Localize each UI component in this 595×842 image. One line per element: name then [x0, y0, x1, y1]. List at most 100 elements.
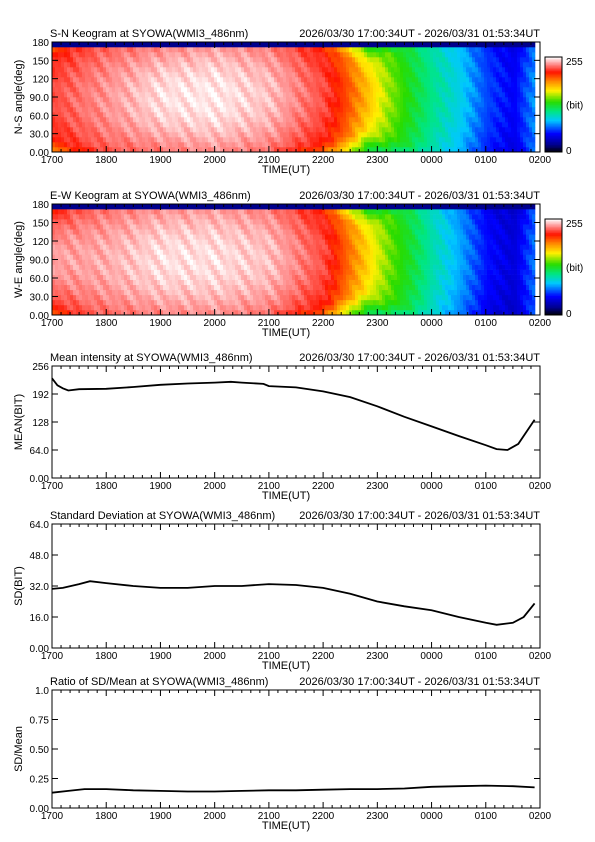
sn-keogram-y-tick-label: 150	[32, 56, 49, 67]
sd-mean-ratio-x-tick-label: 2200	[312, 811, 335, 822]
standard-deviation-title: Standard Deviation at SYOWA(WMI3_486nm)	[50, 510, 275, 522]
ew-keogram-x-tick-label: 2000	[204, 318, 227, 329]
mean-intensity-series-line	[51, 377, 536, 451]
mean-intensity-x-tick-label: 1900	[149, 481, 172, 492]
standard-deviation-panel: Standard Deviation at SYOWA(WMI3_486nm) 2…	[13, 510, 552, 672]
mean-intensity-x-tick-label: 1800	[95, 481, 118, 492]
sd-mean-ratio-panel: Ratio of SD/Mean at SYOWA(WMI3_486nm) 202…	[13, 676, 552, 832]
ew-keogram-colorbar-max: 255	[566, 219, 583, 230]
ew-keogram-title: E-W Keogram at SYOWA(WMI3_486nm)	[50, 190, 251, 202]
standard-deviation-x-tick-label: 2300	[366, 651, 389, 662]
sn-keogram-x-tick-label: 2300	[366, 155, 389, 166]
ew-keogram-x-tick-label: 2100	[258, 318, 281, 329]
sn-keogram-y-axis-label: N-S angle(deg)	[13, 60, 25, 135]
standard-deviation-x-tick-label: 1700	[41, 651, 64, 662]
standard-deviation-x-tick-label: 0200	[529, 651, 552, 662]
mean-intensity-y-tick-label: 0.00	[30, 474, 50, 485]
mean-intensity-y-tick-label: 192	[32, 390, 49, 401]
standard-deviation-y-axis-label: SD(BIT)	[13, 566, 25, 606]
standard-deviation-y-tick-label: 32.0	[30, 582, 50, 593]
sn-keogram-x-tick-label: 2100	[258, 155, 281, 166]
mean-intensity-x-tick-label: 1700	[41, 481, 64, 492]
sn-keogram-colorbar: 255 (bit) 0	[544, 56, 583, 157]
sd-mean-ratio-y-tick-label: 0.75	[30, 716, 50, 727]
ew-keogram-y-tick-label: 150	[32, 219, 49, 230]
sn-keogram-y-tick-label: 60.0	[30, 111, 50, 122]
standard-deviation-series-line	[51, 580, 536, 626]
sn-keogram-y-tick-label: 90.0	[30, 93, 50, 104]
sd-mean-ratio-x-tick-label: 0000	[420, 811, 443, 822]
mean-intensity-y-tick-label: 64.0	[30, 446, 50, 457]
sn-keogram-x-tick-label: 1800	[95, 155, 118, 166]
ew-keogram-x-tick-label: 2200	[312, 318, 335, 329]
sn-keogram-y-tick-label: 180	[32, 38, 49, 49]
mean-intensity-x-tick-label: 2200	[312, 481, 335, 492]
ew-keogram-x-tick-label: 0000	[420, 318, 443, 329]
sn-keogram-colorbar-min: 0	[566, 146, 572, 157]
mean-intensity-y-tick-label: 256	[32, 362, 49, 373]
mean-intensity-x-tick-label: 2300	[366, 481, 389, 492]
sd-mean-ratio-y-tick-label: 0.50	[30, 745, 50, 756]
ew-keogram-x-tick-label: 0100	[475, 318, 498, 329]
sd-mean-ratio-x-tick-label: 1900	[149, 811, 172, 822]
sd-mean-ratio-x-tick-label: 1800	[95, 811, 118, 822]
standard-deviation-x-tick-label: 0000	[420, 651, 443, 662]
sn-keogram-title: S-N Keogram at SYOWA(WMI3_486nm)	[50, 28, 248, 40]
sn-keogram-y-tick-label: 30.0	[30, 130, 50, 141]
standard-deviation-x-tick-label: 0100	[475, 651, 498, 662]
ew-keogram-x-tick-label: 1700	[41, 318, 64, 329]
sd-mean-ratio-x-tick-label: 0200	[529, 811, 552, 822]
ew-keogram-y-tick-label: 90.0	[30, 256, 50, 267]
sn-keogram-x-tick-label: 1900	[149, 155, 172, 166]
ew-keogram-y-tick-label: 120	[32, 237, 49, 248]
mean-intensity-frame	[51, 365, 541, 479]
ew-keogram-y-tick-label: 0.00	[30, 311, 50, 322]
sn-keogram-panel: S-N Keogram at SYOWA(WMI3_486nm) 2026/03/…	[13, 28, 583, 176]
standard-deviation-time-range: 2026/03/30 17:00:34UT - 2026/03/31 01:53…	[299, 510, 540, 522]
mean-intensity-x-tick-label: 0100	[475, 481, 498, 492]
ew-keogram-x-tick-label: 2300	[366, 318, 389, 329]
mean-intensity-x-tick-label: 0200	[529, 481, 552, 492]
sn-keogram-y-tick-label: 120	[32, 75, 49, 86]
ew-keogram-y-tick-label: 180	[32, 200, 49, 211]
ew-keogram-time-range: 2026/03/30 17:00:34UT - 2026/03/31 01:53…	[299, 190, 540, 202]
sd-mean-ratio-x-tick-label: 2100	[258, 811, 281, 822]
mean-intensity-y-axis-label: MEAN(BIT)	[13, 394, 25, 450]
ew-keogram-y-axis-label: W-E angle(deg)	[13, 221, 25, 298]
mean-intensity-x-tick-label: 2100	[258, 481, 281, 492]
mean-intensity-x-tick-label: 2000	[204, 481, 227, 492]
sd-mean-ratio-x-tick-label: 1700	[41, 811, 64, 822]
ew-keogram-colorbar: 255 (bit) 0	[544, 218, 583, 320]
sd-mean-ratio-x-tick-label: 0100	[475, 811, 498, 822]
mean-intensity-x-tick-label: 0000	[420, 481, 443, 492]
sd-mean-ratio-x-tick-label: 2000	[204, 811, 227, 822]
mean-intensity-x-axis-label: TIME(UT)	[262, 490, 310, 502]
standard-deviation-y-tick-label: 0.00	[30, 644, 50, 655]
sn-keogram-x-tick-label: 0000	[420, 155, 443, 166]
sn-keogram-x-tick-label: 1700	[41, 155, 64, 166]
mean-intensity-y-tick-label: 128	[32, 418, 49, 429]
mean-intensity-time-range: 2026/03/30 17:00:34UT - 2026/03/31 01:53…	[299, 352, 540, 364]
standard-deviation-x-tick-label: 1800	[95, 651, 118, 662]
sd-mean-ratio-x-axis-label: TIME(UT)	[262, 820, 310, 832]
sd-mean-ratio-x-tick-label: 2300	[366, 811, 389, 822]
ew-keogram-y-tick-label: 30.0	[30, 293, 50, 304]
ew-keogram-image	[52, 204, 536, 316]
standard-deviation-x-tick-label: 2000	[204, 651, 227, 662]
standard-deviation-x-tick-label: 2100	[258, 651, 281, 662]
standard-deviation-y-tick-label: 48.0	[30, 551, 50, 562]
sd-mean-ratio-y-tick-label: 0.00	[30, 804, 50, 815]
ew-keogram-panel: E-W Keogram at SYOWA(WMI3_486nm) 2026/03/…	[13, 190, 583, 339]
sd-mean-ratio-y-axis-label: SD/Mean	[13, 726, 25, 772]
sd-mean-ratio-time-range: 2026/03/30 17:00:34UT - 2026/03/31 01:53…	[299, 676, 540, 688]
sd-mean-ratio-title: Ratio of SD/Mean at SYOWA(WMI3_486nm)	[50, 676, 268, 688]
standard-deviation-x-tick-label: 2200	[312, 651, 335, 662]
standard-deviation-y-tick-label: 16.0	[30, 613, 50, 624]
ew-keogram-x-tick-label: 0200	[529, 318, 552, 329]
ew-keogram-x-tick-label: 1900	[149, 318, 172, 329]
sn-keogram-image	[52, 42, 536, 153]
sn-keogram-colorbar-max: 255	[566, 57, 583, 68]
sn-keogram-x-tick-label: 2200	[312, 155, 335, 166]
mean-intensity-title: Mean intensity at SYOWA(WMI3_486nm)	[50, 352, 253, 364]
sd-mean-ratio-y-tick-label: 1.0	[35, 686, 49, 697]
